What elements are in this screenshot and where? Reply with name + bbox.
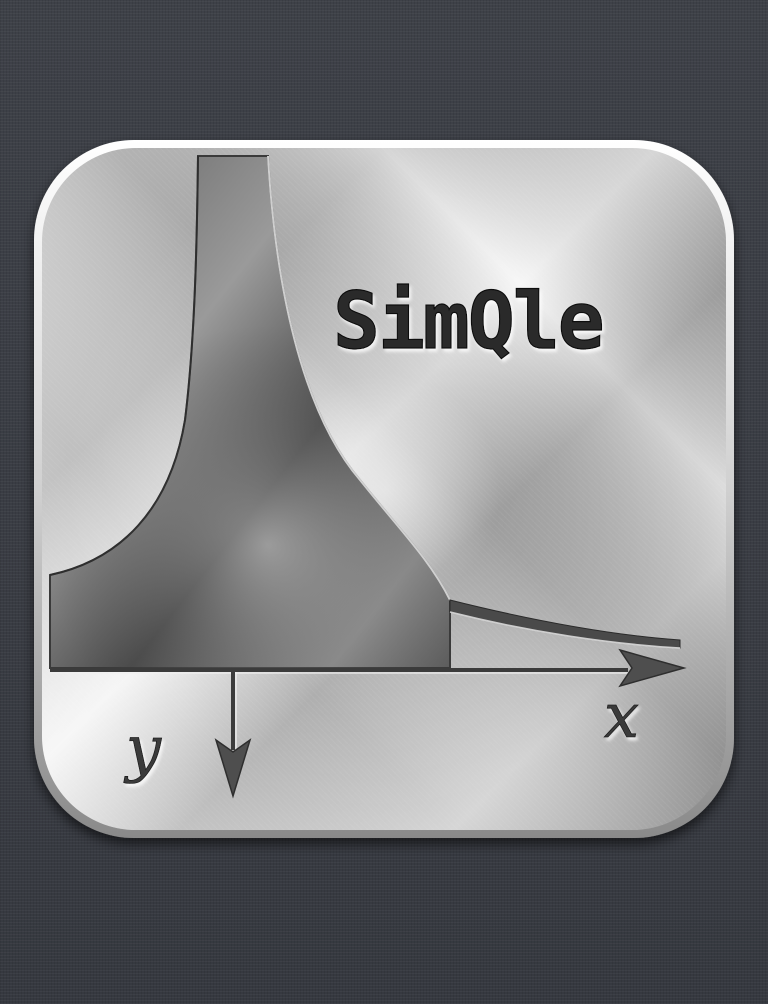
y-axis xyxy=(214,672,252,799)
curve-area xyxy=(49,155,451,669)
y-axis-label: y xyxy=(123,712,162,785)
x-axis-arrow-icon xyxy=(618,648,687,688)
app-title: SimQle xyxy=(333,277,603,367)
y-axis-arrow-icon xyxy=(214,738,252,799)
x-axis xyxy=(50,648,687,688)
x-axis-label: x xyxy=(604,679,639,752)
